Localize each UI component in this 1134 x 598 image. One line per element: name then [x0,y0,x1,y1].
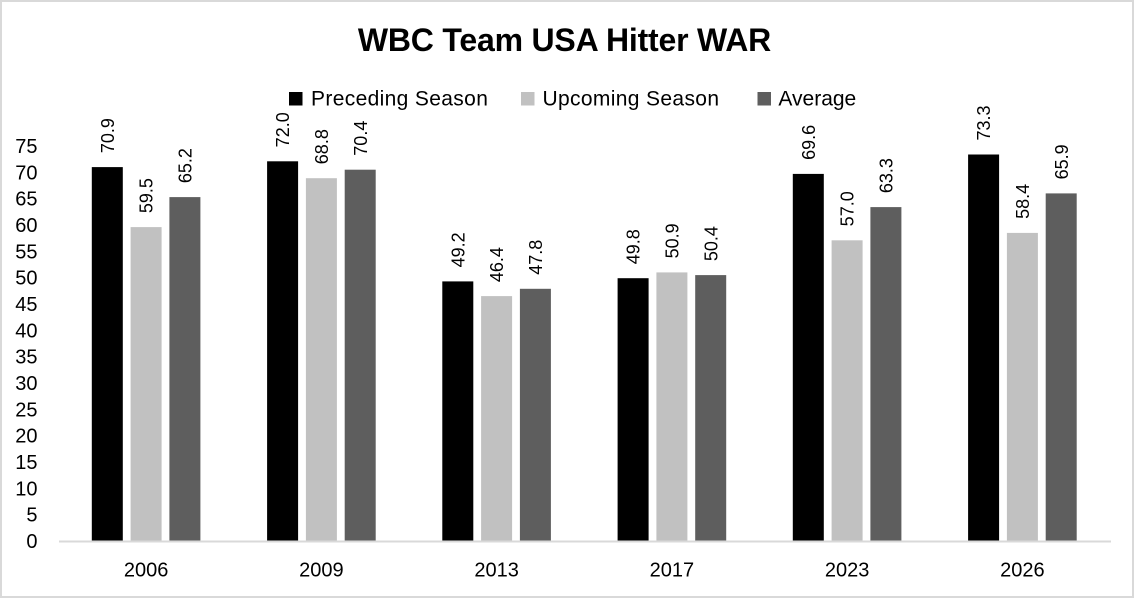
svg-text:63.3: 63.3 [877,158,897,193]
svg-text:47.8: 47.8 [526,240,546,275]
svg-text:10: 10 [15,478,37,500]
svg-text:65: 65 [15,189,37,211]
svg-text:40: 40 [15,320,37,342]
svg-text:49.2: 49.2 [448,232,468,267]
svg-text:49.8: 49.8 [624,229,644,264]
svg-text:58.4: 58.4 [1013,184,1033,219]
svg-text:50.4: 50.4 [701,226,721,261]
svg-text:Preceding Season: Preceding Season [311,88,488,111]
svg-text:70.4: 70.4 [351,121,371,156]
svg-text:30: 30 [15,373,37,395]
svg-text:2023: 2023 [825,559,870,581]
svg-text:5: 5 [26,505,37,527]
svg-text:2013: 2013 [474,559,519,581]
svg-text:20: 20 [15,426,37,448]
svg-text:59.5: 59.5 [137,178,157,213]
svg-text:0: 0 [26,531,37,553]
svg-text:50.9: 50.9 [663,223,683,258]
svg-text:35: 35 [15,347,37,369]
svg-text:Average: Average [778,88,856,111]
svg-text:WBC Team USA Hitter WAR: WBC Team USA Hitter WAR [358,22,771,58]
svg-text:65.9: 65.9 [1052,144,1072,179]
svg-text:60: 60 [15,215,37,237]
svg-text:65.2: 65.2 [176,148,196,183]
svg-text:Upcoming Season: Upcoming Season [543,88,720,111]
svg-text:15: 15 [15,452,37,474]
svg-text:2006: 2006 [124,559,169,581]
svg-text:46.4: 46.4 [487,247,507,282]
svg-text:72.0: 72.0 [273,112,293,147]
svg-text:50: 50 [15,268,37,290]
svg-text:25: 25 [15,399,37,421]
svg-text:73.3: 73.3 [974,105,994,140]
svg-text:2026: 2026 [1000,559,1045,581]
svg-text:69.6: 69.6 [799,125,819,160]
svg-text:2009: 2009 [299,559,344,581]
svg-text:70: 70 [15,162,37,184]
svg-text:75: 75 [15,136,37,158]
svg-text:57.0: 57.0 [838,191,858,226]
svg-text:2017: 2017 [650,559,695,581]
svg-text:55: 55 [15,241,37,263]
svg-text:68.8: 68.8 [312,129,332,164]
svg-text:70.9: 70.9 [98,118,118,153]
svg-text:45: 45 [15,294,37,316]
